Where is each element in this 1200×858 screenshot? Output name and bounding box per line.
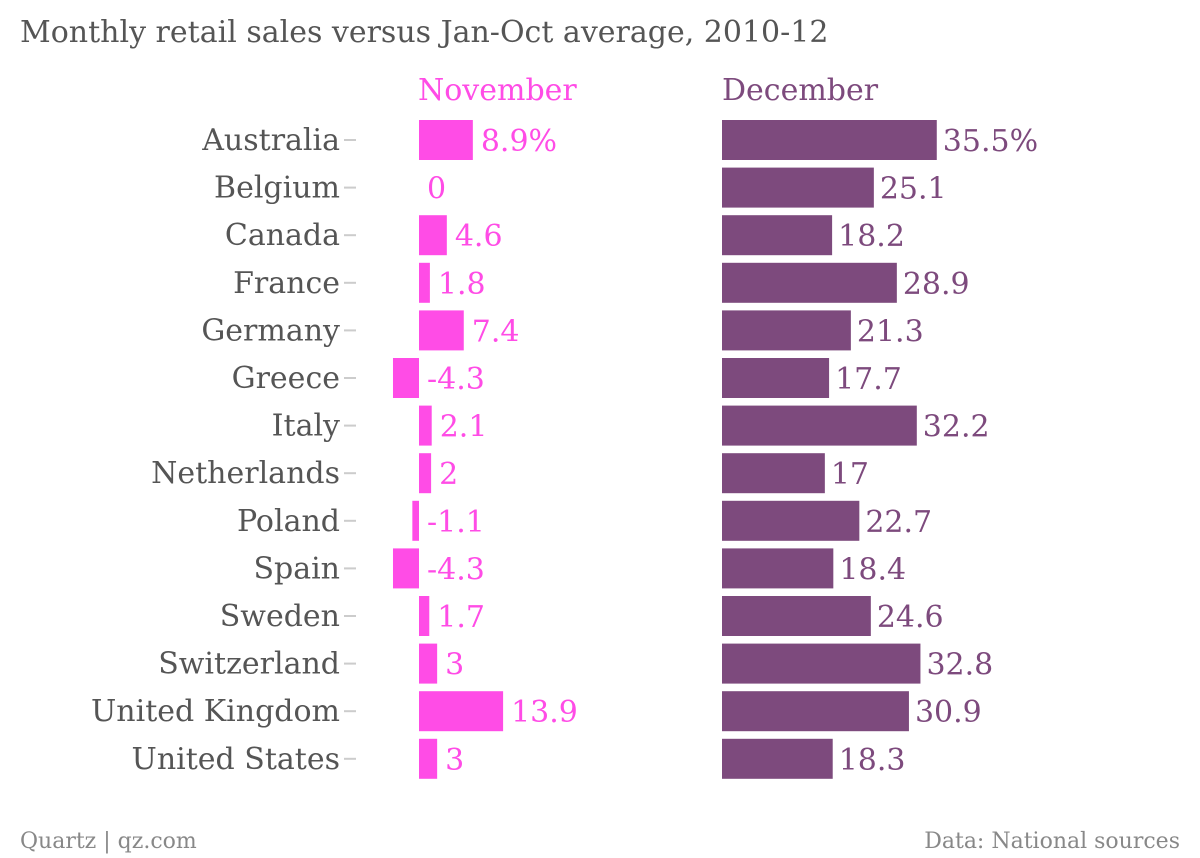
category-label-canada: Canada	[225, 218, 340, 253]
december-value-sweden: 24.6	[877, 600, 944, 635]
footer-source-left: Quartz | qz.com	[20, 829, 197, 854]
november-value-sweden: 1.7	[437, 600, 485, 635]
november-value-france: 1.8	[438, 267, 486, 302]
november-bar-italy	[419, 405, 432, 446]
category-label-italy: Italy	[272, 409, 340, 444]
november-value-belgium: 0	[427, 172, 446, 207]
december-bar-greece	[722, 358, 830, 398]
series-header-december: December	[722, 73, 879, 108]
december-bar-netherlands	[722, 453, 825, 494]
november-value-canada: 4.6	[455, 219, 503, 254]
category-label-united-states: United States	[132, 742, 340, 777]
december-bar-italy	[722, 405, 917, 446]
december-value-italy: 32.2	[923, 410, 990, 445]
category-label-france: France	[233, 266, 340, 301]
december-value-france: 28.9	[903, 267, 970, 302]
november-value-switzerland: 3	[445, 648, 464, 683]
december-value-germany: 21.3	[857, 314, 924, 349]
december-value-greece: 17.7	[835, 362, 902, 397]
november-value-united-kingdom: 13.9	[511, 695, 578, 730]
november-value-italy: 2.1	[440, 410, 488, 445]
november-bar-australia	[419, 120, 473, 160]
december-bar-switzerland	[722, 643, 921, 684]
category-label-switzerland: Switzerland	[158, 647, 340, 682]
november-value-united-states: 3	[445, 743, 464, 778]
november-value-germany: 7.4	[472, 314, 520, 349]
november-value-poland: -1.1	[427, 505, 485, 540]
november-value-spain: -4.3	[427, 552, 485, 587]
december-value-united-states: 18.3	[839, 743, 906, 778]
december-bar-united-kingdom	[722, 691, 909, 732]
category-label-australia: Australia	[201, 123, 340, 158]
series-header-november: November	[418, 73, 577, 108]
december-bar-germany	[722, 310, 851, 351]
november-bar-sweden	[419, 596, 430, 636]
november-bar-united-states	[419, 738, 438, 779]
chart-rows: Australia 8.9% 35.5% Belgium 0 25.1 Canada 4.6 1…	[91, 120, 1038, 779]
november-bar-poland	[412, 500, 419, 541]
november-bar-spain	[392, 548, 419, 589]
category-label-greece: Greece	[232, 361, 340, 396]
december-bar-canada	[722, 215, 833, 256]
category-label-united-kingdom: United Kingdom	[91, 694, 340, 729]
november-bar-united-kingdom	[419, 691, 504, 732]
december-bar-sweden	[722, 596, 871, 636]
december-value-spain: 18.4	[839, 552, 906, 587]
december-value-australia: 35.5%	[943, 124, 1038, 159]
november-value-netherlands: 2	[439, 457, 458, 492]
category-label-spain: Spain	[253, 551, 340, 586]
november-bar-switzerland	[419, 643, 438, 684]
category-label-belgium: Belgium	[214, 171, 340, 206]
chart-title: Monthly retail sales versus Jan-Oct aver…	[20, 15, 828, 50]
category-label-poland: Poland	[237, 504, 340, 539]
november-bar-canada	[419, 215, 447, 256]
december-bar-france	[722, 262, 897, 303]
december-bar-australia	[722, 120, 937, 160]
november-bar-france	[419, 262, 430, 303]
december-value-switzerland: 32.8	[926, 648, 993, 683]
category-label-sweden: Sweden	[220, 599, 340, 634]
december-bar-poland	[722, 500, 860, 541]
december-value-netherlands: 17	[831, 457, 869, 492]
november-bar-netherlands	[419, 453, 432, 494]
november-bar-germany	[419, 310, 464, 351]
december-bar-spain	[722, 548, 834, 589]
december-value-canada: 18.2	[838, 219, 905, 254]
november-bar-greece	[392, 358, 419, 398]
category-label-netherlands: Netherlands	[151, 456, 340, 491]
footer-source-right: Data: National sources	[924, 829, 1180, 854]
december-value-poland: 22.7	[865, 505, 932, 540]
november-value-greece: -4.3	[427, 362, 485, 397]
november-value-australia: 8.9%	[481, 124, 557, 159]
december-value-belgium: 25.1	[880, 172, 947, 207]
december-bar-belgium	[722, 167, 874, 208]
category-label-germany: Germany	[201, 313, 340, 348]
december-value-united-kingdom: 30.9	[915, 695, 982, 730]
december-bar-united-states	[722, 738, 833, 779]
